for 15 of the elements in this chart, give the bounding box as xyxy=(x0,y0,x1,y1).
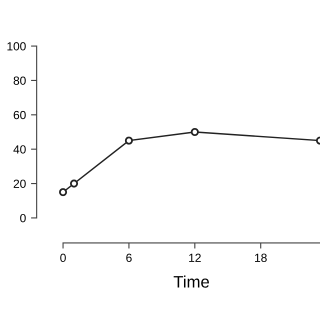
x-tick-label: 0 xyxy=(60,254,66,262)
point xyxy=(70,180,78,188)
x-tick-label: 12 xyxy=(189,254,201,262)
y-tick-label: 40 xyxy=(13,145,26,154)
y-tick-label: 100 xyxy=(7,42,26,50)
y-tick-label: 60 xyxy=(14,110,26,120)
point xyxy=(59,188,68,196)
y-tick-label: 20 xyxy=(14,180,26,188)
point xyxy=(124,136,133,145)
point xyxy=(190,128,199,136)
x-tick-label: 6 xyxy=(126,254,132,262)
x-axis-title: Time xyxy=(174,275,209,288)
y-tick-label: 80 xyxy=(14,76,26,85)
x-tick-label: 18 xyxy=(255,254,267,262)
y-tick-label: 0 xyxy=(20,214,26,222)
